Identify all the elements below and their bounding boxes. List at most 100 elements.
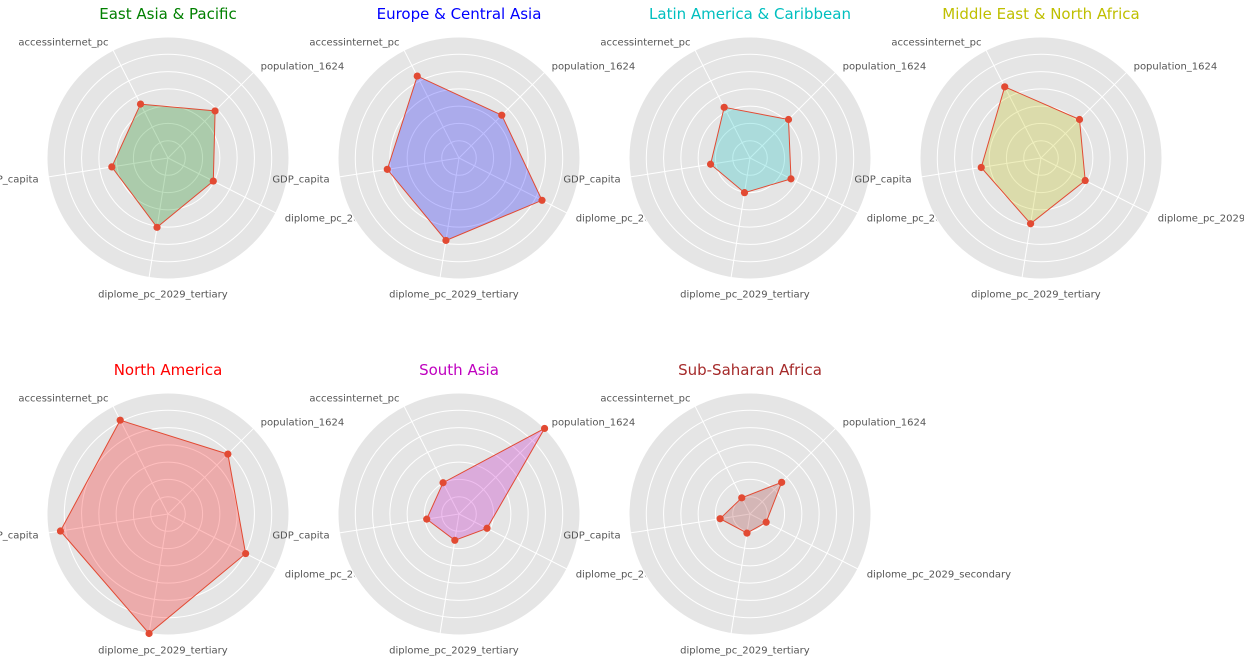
axis-label: population_1624	[261, 61, 345, 72]
data-point	[211, 107, 219, 115]
axis-label: accessinternet_pc	[18, 37, 108, 48]
grid-spoke	[1040, 157, 1150, 214]
grid-ring	[132, 122, 204, 194]
axis-label: population_1624	[1134, 61, 1218, 72]
axis-label: population_1624	[843, 61, 927, 72]
grid-ring	[46, 36, 290, 280]
axis-label: accessinternet_pc	[309, 393, 399, 404]
data-polygon	[710, 106, 792, 194]
axis-label: diplome_pc_2029_tertiary	[98, 289, 228, 300]
axis-label: diplome_pc_2029_tertiary	[680, 645, 810, 656]
grid-ring	[337, 36, 581, 280]
grid-ring	[337, 392, 581, 636]
grid-ring	[423, 122, 495, 194]
axis-label: population_1624	[552, 417, 636, 428]
grid-ring	[645, 53, 855, 263]
data-point	[209, 177, 217, 185]
data-point	[1075, 115, 1084, 124]
chart-title: Middle East & North Africa	[942, 5, 1139, 23]
grid-ring	[1005, 122, 1077, 194]
axis-label: diplome_pc_2029_tertiary	[98, 645, 228, 656]
grid-ring	[680, 88, 820, 228]
grid-spoke	[112, 405, 169, 515]
data-point	[743, 529, 751, 537]
data-point	[153, 223, 161, 231]
grid-ring	[98, 88, 238, 228]
chart-title: Latin America & Caribbean	[649, 5, 851, 23]
grid-ring	[98, 444, 238, 584]
grid-ring	[919, 36, 1163, 280]
grid-spoke	[458, 157, 568, 214]
data-point	[145, 629, 153, 638]
data-point	[242, 549, 250, 558]
data-point	[1001, 83, 1009, 91]
grid-ring	[150, 496, 186, 532]
grid-ring	[81, 427, 255, 601]
data-point	[224, 450, 232, 458]
grid-spoke	[167, 428, 254, 515]
grid-ring	[714, 478, 786, 550]
grid-spoke	[439, 157, 460, 278]
grid-ring	[988, 105, 1094, 211]
grid-ring	[150, 140, 186, 176]
grid-ring	[1023, 140, 1059, 176]
data-polygon	[426, 427, 546, 541]
data-point	[383, 165, 391, 173]
axis-label: diplome_pc_2029_tertiary	[971, 289, 1101, 300]
data-polygon	[386, 75, 543, 242]
chart-title: Sub-Saharan Africa	[678, 361, 822, 379]
grid-spoke	[1040, 72, 1127, 159]
data-point	[740, 189, 749, 197]
axis-label: diplome_pc_2029_tertiary	[680, 289, 810, 300]
data-point	[56, 527, 65, 535]
grid-ring	[389, 444, 529, 584]
axis-label: diplome_pc_2029_tertiary	[389, 289, 519, 300]
data-point	[784, 115, 793, 124]
grid-ring	[115, 461, 221, 567]
grid-ring	[971, 88, 1111, 228]
grid-ring	[697, 461, 803, 567]
data-point	[136, 100, 145, 108]
axis-label: diplome_pc_2029_tertiary	[389, 645, 519, 656]
grid-ring	[645, 409, 855, 619]
data-point	[538, 196, 546, 204]
data-polygon	[980, 86, 1086, 225]
data-point	[540, 424, 549, 433]
grid-spoke	[749, 428, 836, 515]
grid-ring	[354, 409, 564, 619]
axis-label: GDP_capita	[563, 175, 620, 186]
data-point	[423, 515, 431, 523]
grid-spoke	[403, 49, 460, 159]
data-point	[762, 518, 770, 526]
grid-ring	[441, 496, 477, 532]
data-point	[1026, 220, 1035, 228]
radar-chart-1: population_1624 accessinternet_pc GDP_capi…	[272, 5, 720, 300]
grid-ring	[680, 444, 820, 584]
grid-ring	[46, 392, 290, 636]
grid-spoke	[339, 157, 460, 178]
chart-title: North America	[114, 361, 223, 379]
axis-label: GDP_capita	[0, 175, 39, 186]
grid-spoke	[439, 513, 460, 634]
axis-label: GDP_capita	[0, 531, 39, 542]
radar-chart-3: population_1624 accessinternet_pc GDP_capi…	[854, 5, 1244, 300]
data-point	[498, 111, 506, 119]
grid-spoke	[1021, 157, 1042, 278]
grid-ring	[663, 71, 837, 245]
grid-spoke	[148, 513, 169, 634]
grid-ring	[354, 53, 564, 263]
data-point	[787, 175, 795, 183]
grid-spoke	[749, 72, 836, 159]
chart-title: Europe & Central Asia	[377, 5, 542, 23]
grid-ring	[441, 140, 477, 176]
grid-spoke	[458, 428, 545, 515]
grid-ring	[63, 53, 273, 263]
data-point	[439, 479, 447, 487]
grid-ring	[628, 392, 872, 636]
axis-label: GDP_capita	[854, 175, 911, 186]
grid-spoke	[630, 513, 751, 534]
data-point	[738, 494, 746, 502]
axis-label: accessinternet_pc	[309, 37, 399, 48]
grid-spoke	[48, 157, 169, 178]
